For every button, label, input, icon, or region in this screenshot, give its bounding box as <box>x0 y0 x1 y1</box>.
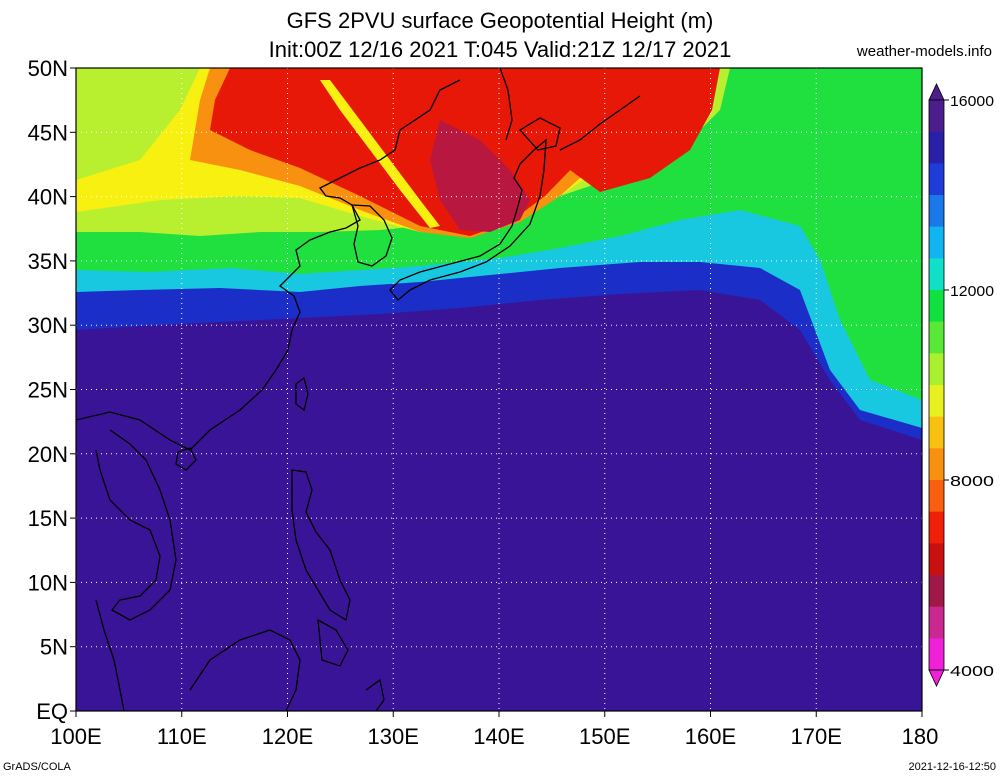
yellow-streak <box>320 80 440 228</box>
colorbar-segment <box>929 226 944 259</box>
lon-label: 100E <box>50 724 101 749</box>
colorbar-label: 16000 <box>950 93 994 110</box>
longitude-labels: 100E 110E 120E 130E 140E 150E 160E 170E 180 <box>50 711 938 749</box>
colorbar-label: 12000 <box>950 283 994 300</box>
colorbar-segment <box>929 511 944 544</box>
colorbar-segment <box>929 290 944 323</box>
grid-lines <box>76 68 922 711</box>
lat-label: 25N <box>28 378 68 403</box>
colorbar-segment <box>929 606 944 639</box>
colorbar-segment <box>929 480 944 513</box>
colorbar-segment <box>929 163 944 196</box>
colorbar-segment <box>929 353 944 386</box>
lon-label: 160E <box>685 724 736 749</box>
colorbar-segment <box>929 575 944 608</box>
lon-label: 170E <box>791 724 842 749</box>
lat-label: 40N <box>28 185 68 210</box>
lat-label: 50N <box>28 56 68 81</box>
lon-label: 120E <box>262 724 313 749</box>
chart-subtitle: Init:00Z 12/16 2021 T:045 Valid:21Z 12/1… <box>268 37 732 62</box>
footer-timestamp: 2021-12-16-12:50 <box>908 761 996 773</box>
colorbar-segment <box>929 100 944 133</box>
height-field <box>76 68 922 711</box>
darkred-interior <box>430 120 530 232</box>
colorbar <box>928 83 945 687</box>
source-label: weather-models.info <box>856 43 992 60</box>
colorbar-top-arrow <box>928 83 945 101</box>
lat-label: 30N <box>28 313 68 338</box>
lon-label: 140E <box>473 724 524 749</box>
colorbar-labels: 16000 12000 8000 4000 <box>944 93 994 680</box>
lat-label: 5N <box>40 635 68 660</box>
colorbar-label: 8000 <box>950 473 994 490</box>
lat-label: 45N <box>28 120 68 145</box>
northeast-red-patch <box>560 68 720 192</box>
lon-label: 110E <box>157 724 207 749</box>
lon-label: 150E <box>579 724 630 749</box>
colorbar-frame <box>928 99 945 671</box>
colorbar-segment <box>929 258 944 291</box>
coastlines <box>76 68 641 711</box>
colorbar-segment <box>929 131 944 164</box>
colorbar-segment <box>929 195 944 228</box>
lat-label: EQ <box>36 699 68 724</box>
chart-title: GFS 2PVU surface Geopotential Height (m) <box>286 8 714 33</box>
lon-label: 180 <box>902 724 939 749</box>
lat-label: 15N <box>28 506 68 531</box>
colorbar-label: 4000 <box>950 663 994 680</box>
colorbar-segment <box>929 543 944 576</box>
colorbar-segment <box>929 448 944 481</box>
lat-label: 35N <box>28 249 68 274</box>
colorbar-segment <box>929 416 944 449</box>
lon-label: 130E <box>368 724 419 749</box>
lat-label: 10N <box>28 570 68 595</box>
lat-label: 20N <box>28 442 68 467</box>
colorbar-segment <box>929 321 944 354</box>
colorbar-segment <box>929 385 944 418</box>
colorbar-segment <box>929 638 944 671</box>
footer-credit: GrADS/COLA <box>3 761 71 773</box>
latitude-labels: EQ 5N 10N 15N 20N 25N 30N 35N 40N 45N 50N <box>28 56 76 724</box>
colorbar-bottom-arrow <box>928 669 945 687</box>
